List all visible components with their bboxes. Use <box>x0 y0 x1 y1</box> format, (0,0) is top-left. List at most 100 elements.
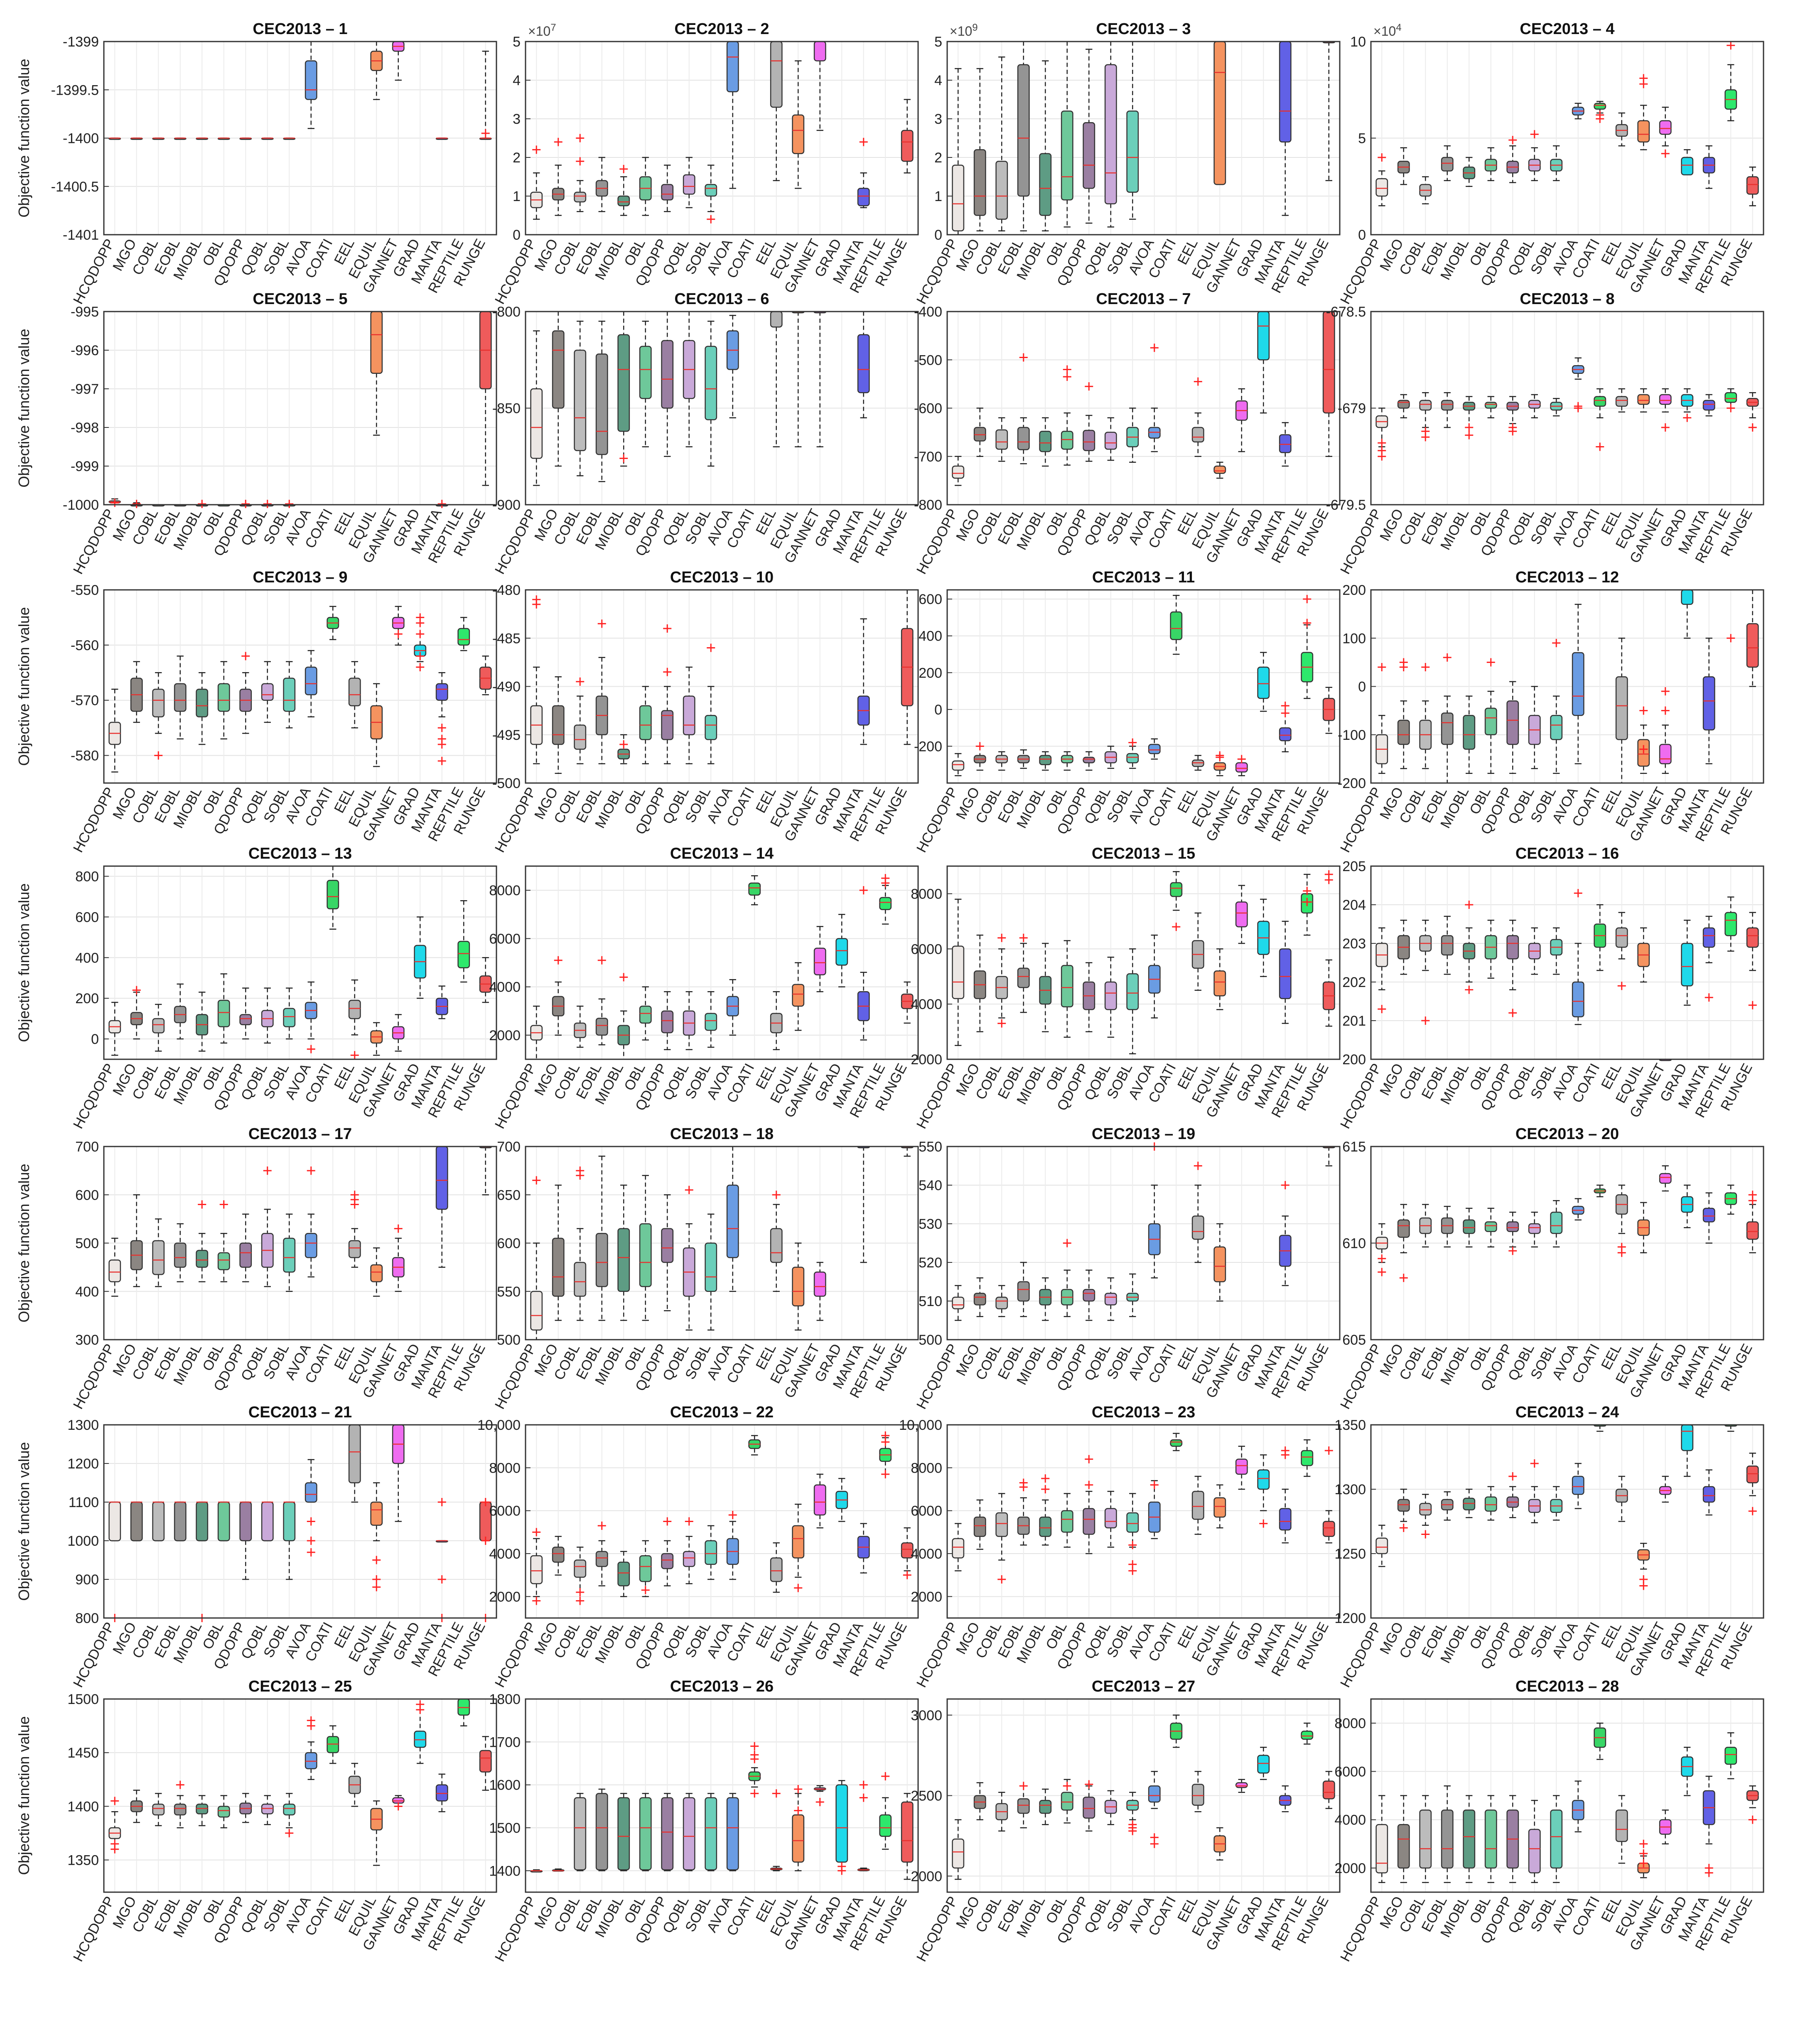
box-reptile <box>879 897 892 910</box>
box-equil <box>792 1814 805 1863</box>
outlier-marker <box>1128 738 1137 747</box>
box-qdopp <box>1506 935 1519 960</box>
box-coati <box>1170 611 1183 640</box>
box-grad <box>1257 311 1270 361</box>
box-eobl <box>174 1242 187 1268</box>
y-tick-label: 605 <box>1342 1332 1366 1348</box>
outlier-marker <box>859 137 868 146</box>
y-tick-label: 1800 <box>489 1692 521 1707</box>
outlier-marker <box>576 134 585 142</box>
box-cobl <box>152 688 165 717</box>
box-qdopp <box>661 1228 674 1263</box>
box-equil <box>1213 465 1226 474</box>
box-eel <box>1615 1809 1628 1842</box>
box-eel <box>770 311 783 328</box>
box-qdopp <box>661 710 674 740</box>
y-tick-label: -1000 <box>63 497 99 513</box>
outlier-marker <box>1378 439 1386 447</box>
box-eobl <box>595 1551 608 1567</box>
y-tick-label: 1 <box>934 189 942 204</box>
y-tick-label: 1400 <box>489 1863 521 1879</box>
x-tick-label: HCQDOPP <box>70 785 118 855</box>
box-grad <box>835 938 848 966</box>
box-hcqdopp <box>530 388 543 459</box>
box-eobl <box>174 1803 187 1816</box>
box-hcqdopp <box>1375 178 1388 197</box>
box-qdopp <box>1083 1508 1095 1535</box>
box-obl <box>217 999 230 1027</box>
x-tick-label: HCQDOPP <box>914 1341 961 1412</box>
box-mgo <box>552 330 565 409</box>
box-mgo <box>1397 1499 1410 1512</box>
box-equil <box>792 1525 805 1559</box>
y-tick-label: 2 <box>513 150 521 166</box>
outlier-marker <box>1508 427 1517 436</box>
box-obl <box>217 1501 230 1542</box>
outlier-marker <box>619 454 628 463</box>
outlier-marker <box>597 619 606 628</box>
y-tick-label: -200 <box>914 739 942 754</box>
box-miobl <box>1039 431 1052 452</box>
box-gannet <box>1235 762 1248 773</box>
y-tick-label: 3000 <box>911 1708 942 1724</box>
y-tick-label: 800 <box>75 869 99 884</box>
box-sobl <box>1126 110 1139 193</box>
y-tick-label: 0 <box>91 1031 99 1047</box>
outlier-marker <box>1465 431 1474 439</box>
box-obl <box>639 705 652 740</box>
x-tick-label: HCQDOPP <box>1337 1341 1385 1412</box>
box-hcqdopp <box>952 164 965 231</box>
exponent-power: 4 <box>1396 22 1401 33</box>
y-tick-label: -500 <box>914 352 942 368</box>
box-obl <box>639 1555 652 1582</box>
plot-area <box>104 590 496 783</box>
x-tick-label: HCQDOPP <box>914 506 961 577</box>
box-mgo <box>973 1516 986 1537</box>
axes-frame <box>103 589 497 784</box>
y-tick-label: -200 <box>1338 776 1366 791</box>
box-manta <box>1279 434 1292 453</box>
box-runge <box>1746 1221 1759 1240</box>
y-tick-label: 8000 <box>1334 1716 1366 1731</box>
x-tick-label: HCQDOPP <box>1337 785 1385 855</box>
y-tick-label: 2000 <box>489 1028 521 1043</box>
box-coati <box>327 1736 339 1753</box>
box-eel <box>348 678 361 707</box>
box-qobl <box>261 1501 274 1542</box>
box-mgo <box>1397 719 1410 745</box>
box-eel <box>1191 1215 1204 1240</box>
x-tick-label: HCQDOPP <box>914 1894 961 1964</box>
box-manta <box>1279 41 1292 143</box>
box-qobl <box>683 1797 695 1871</box>
y-tick-label: 1450 <box>67 1745 99 1761</box>
box-equil <box>1213 1497 1226 1518</box>
y-tick-label: 0 <box>934 702 942 718</box>
x-tick-label: HCQDOPP <box>492 1341 539 1412</box>
box-cobl <box>574 724 587 750</box>
box-grad <box>835 1784 848 1863</box>
y-tick-label: 205 <box>1342 859 1366 874</box>
box-reptile <box>879 1814 892 1837</box>
y-tick-label: 600 <box>919 592 942 607</box>
box-grad <box>1681 943 1694 987</box>
box-miobl <box>1463 715 1476 750</box>
box-eel <box>348 999 361 1019</box>
chart-title: CEC2013 – 13 <box>248 845 352 862</box>
box-qobl <box>683 695 695 735</box>
box-coati <box>1594 103 1606 110</box>
chart-title: CEC2013 – 14 <box>670 845 774 862</box>
y-tick-label: 610 <box>1342 1236 1366 1252</box>
outlier-marker <box>1281 709 1289 717</box>
outlier-marker <box>111 498 119 507</box>
box-eobl <box>174 683 187 712</box>
box-runge <box>1746 176 1759 195</box>
y-tick-label: -1400 <box>63 131 99 147</box>
box-eobl <box>1017 64 1030 197</box>
box-miobl <box>1039 1516 1052 1537</box>
box-sobl <box>1550 1211 1563 1234</box>
box-qdopp <box>239 1242 252 1268</box>
box-gannet <box>1659 120 1672 135</box>
